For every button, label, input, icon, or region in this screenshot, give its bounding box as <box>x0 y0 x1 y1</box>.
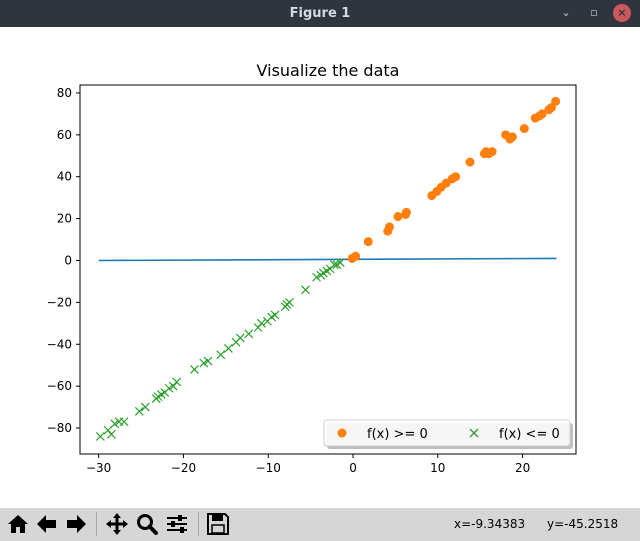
x-tick-label: 20 <box>515 461 530 475</box>
point-negative <box>190 364 199 374</box>
point-negative <box>284 297 294 307</box>
point-positive <box>519 124 529 134</box>
point-negative <box>164 383 174 393</box>
point-negative-stroke <box>95 431 105 441</box>
y-tick-label: 20 <box>57 212 72 226</box>
sliders-icon[interactable] <box>163 511 191 537</box>
point-negative <box>106 429 116 439</box>
legend: f(x) >= 0 f(x) <= 0 <box>323 419 573 449</box>
home-icon[interactable] <box>4 511 32 537</box>
point-negative-stroke <box>329 260 339 270</box>
point-negative <box>119 417 129 427</box>
point-negative <box>140 402 150 412</box>
point-positive <box>537 109 547 119</box>
point-positive <box>351 251 361 261</box>
y-tick-label: −20 <box>47 295 72 309</box>
point-negative-stroke <box>140 402 150 412</box>
point-positive <box>401 207 411 217</box>
legend-marker-circle <box>337 428 347 438</box>
point-negative <box>235 333 245 343</box>
point-negative-stroke <box>270 310 280 320</box>
y-tick-label: 0 <box>64 253 72 267</box>
toolbar-separator <box>198 512 199 536</box>
arrow-left-icon[interactable] <box>33 511 61 537</box>
x-tick-label: −20 <box>171 461 196 475</box>
point-negative-stroke <box>134 406 144 416</box>
pan-icon[interactable] <box>103 511 131 537</box>
point-negative <box>312 272 321 282</box>
point-negative-stroke <box>172 377 182 387</box>
figure-canvas[interactable]: Visualize the data −30 −20 −10 0 10 20 −80 −60 −… <box>0 27 640 508</box>
close-icon[interactable]: × <box>613 4 631 22</box>
y-tick-label: −60 <box>47 379 72 393</box>
y-tick-label: 80 <box>57 86 72 100</box>
chart-title: Visualize the data <box>257 61 400 80</box>
y-tick-label: 60 <box>57 128 72 142</box>
plot-svg: Visualize the data −30 −20 −10 0 10 20 −80 −60 −… <box>47 61 577 475</box>
point-negative-stroke <box>164 383 174 393</box>
point-negative-stroke <box>199 358 209 368</box>
floppy-icon[interactable] <box>204 511 232 537</box>
point-negative-stroke <box>203 356 213 366</box>
coord-y-readout: y=-45.2518 <box>547 517 619 531</box>
zoom-icon[interactable] <box>133 511 161 537</box>
point-negative-stroke <box>284 297 294 307</box>
point-positive <box>451 172 461 182</box>
point-positive <box>384 222 394 232</box>
restore-icon[interactable]: ▫ <box>590 6 598 19</box>
point-negative <box>203 356 213 366</box>
point-negative <box>257 318 266 328</box>
x-tick-label: −10 <box>256 461 281 475</box>
x-tick-label: −30 <box>86 461 111 475</box>
point-positive <box>551 96 561 106</box>
point-negative <box>95 431 105 441</box>
window-title: Figure 1 <box>289 6 351 21</box>
point-negative-stroke <box>223 344 233 353</box>
point-negative <box>244 329 254 339</box>
point-positive <box>487 147 497 157</box>
decision-line <box>98 257 557 262</box>
point-negative <box>270 310 280 320</box>
point-negative <box>199 358 209 368</box>
point-negative <box>301 285 310 295</box>
point-positive <box>393 212 403 222</box>
point-positive <box>465 157 475 167</box>
point-negative <box>335 258 345 268</box>
window-titlebar[interactable]: Figure 1 ⌄ ▫ × <box>0 0 640 27</box>
point-negative-stroke <box>106 429 116 439</box>
point-negative-stroke <box>257 318 266 328</box>
point-negative <box>216 350 226 360</box>
point-negative-stroke <box>110 419 120 429</box>
minimize-icon[interactable]: ⌄ <box>561 6 571 19</box>
point-negative-stroke <box>301 285 310 295</box>
navigation-toolbar: x=-9.34383 y=-45.2518 <box>0 508 640 541</box>
point-negative-stroke <box>335 258 345 268</box>
point-negative-stroke <box>235 333 245 343</box>
point-positive <box>507 132 517 142</box>
point-negative <box>172 377 182 387</box>
point-negative-stroke <box>190 364 199 374</box>
y-tick-label: 40 <box>57 170 72 184</box>
legend-label-negative: f(x) <= 0 <box>499 427 560 442</box>
point-negative <box>223 344 233 353</box>
point-negative-stroke <box>312 272 321 282</box>
point-negative-stroke <box>119 417 129 427</box>
point-negative-stroke <box>216 350 226 360</box>
coord-x-readout: x=-9.34383 <box>454 517 526 531</box>
x-tick-label: 0 <box>349 461 357 475</box>
y-tick-label: −40 <box>47 337 72 351</box>
point-negative <box>134 406 144 416</box>
arrow-right-icon[interactable] <box>62 511 90 537</box>
y-tick-label: −80 <box>47 421 72 435</box>
x-tick-label: 10 <box>430 461 445 475</box>
legend-box <box>323 419 571 447</box>
legend-marker-x <box>469 428 479 438</box>
point-negative <box>110 419 120 429</box>
point-negative-stroke <box>244 329 254 339</box>
point-negative <box>329 260 339 270</box>
legend-label-positive: f(x) >= 0 <box>367 427 428 442</box>
point-positive <box>363 237 373 247</box>
toolbar-separator <box>96 512 97 536</box>
